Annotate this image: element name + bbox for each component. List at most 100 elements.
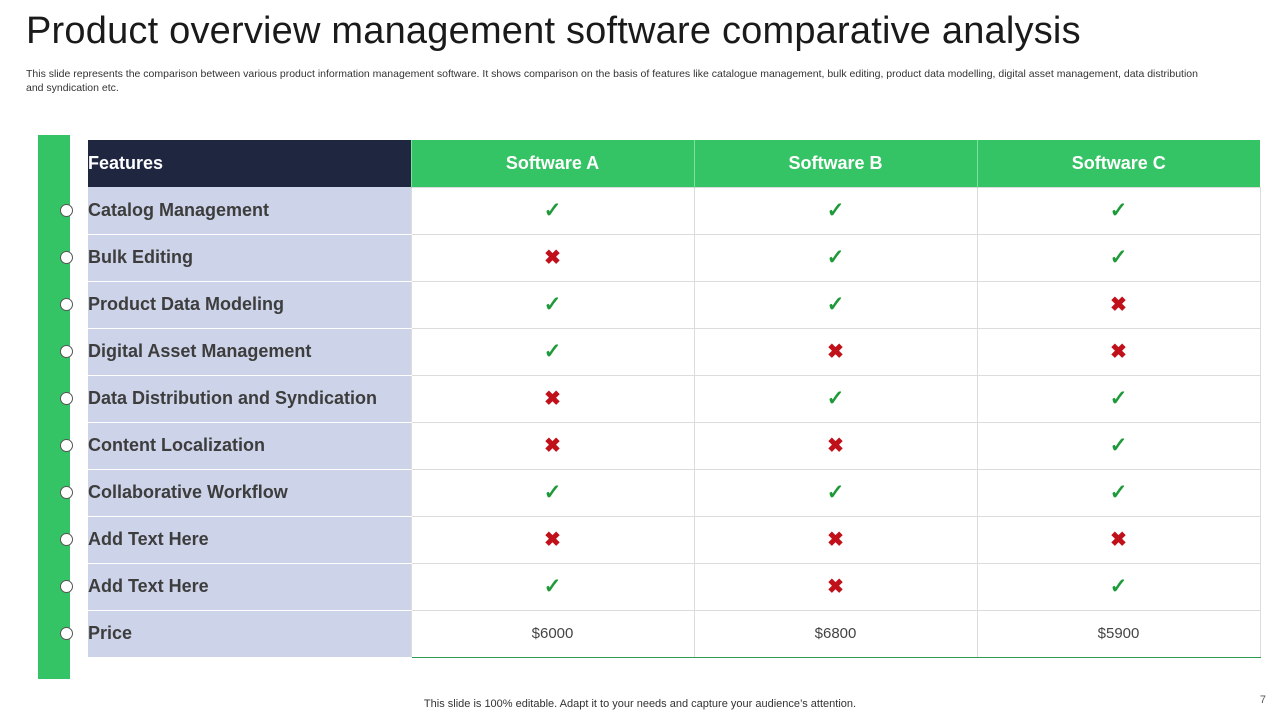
table-row: Add Text Here ✓ ✖ ✓ [88,562,1261,611]
feature-label: Content Localization [88,422,411,470]
row-marker-circle [60,485,73,499]
row-marker-circle [60,203,73,217]
cell-software-c: ✓ [976,562,1261,611]
cell-software-c: ✖ [976,327,1261,376]
cell-software-b: ✓ [693,374,978,423]
cross-icon: ✖ [827,576,844,598]
price-software-c: $5900 [976,609,1261,658]
table-row: Content Localization ✖ ✖ ✓ [88,421,1261,470]
cell-software-b: ✖ [693,562,978,611]
feature-label: Digital Asset Management [88,328,411,376]
table-body: Catalog Management ✓ ✓ ✓ Bulk Editing ✖ ✓ ✓ Prod… [88,186,1261,658]
row-marker-circle [60,391,73,405]
cross-icon: ✖ [827,341,844,363]
cell-software-a: ✓ [410,186,695,235]
cell-software-a: ✓ [410,327,695,376]
price-software-b: $6800 [693,609,978,658]
comparison-table: Features Software A Software B Software … [88,140,1261,658]
cross-icon: ✖ [1110,529,1127,551]
row-marker-circle [60,532,73,546]
cell-software-b: ✓ [693,186,978,235]
header-software-b: Software B [693,140,977,187]
feature-label: Data Distribution and Syndication [88,375,411,423]
check-icon: ✓ [826,246,845,269]
row-marker-circle [60,579,73,593]
cell-software-a: ✖ [410,233,695,282]
row-marker-circle [60,344,73,358]
cell-software-c: ✓ [976,374,1261,423]
price-software-a: $6000 [410,609,695,658]
table-row: Product Data Modeling ✓ ✓ ✖ [88,280,1261,329]
cross-icon: ✖ [827,529,844,551]
check-icon: ✓ [826,293,845,316]
table-row: Price $6000 $6800 $5900 [88,609,1261,658]
header-software-a: Software A [410,140,694,187]
cell-software-c: ✓ [976,421,1261,470]
cell-software-c: ✓ [976,233,1261,282]
check-icon: ✓ [1109,387,1128,410]
cell-software-b: ✖ [693,515,978,564]
cross-icon: ✖ [544,388,561,410]
cell-software-a: ✓ [410,562,695,611]
row-marker-circle [60,626,73,640]
table-row: Catalog Management ✓ ✓ ✓ [88,186,1261,235]
cell-software-a: ✓ [410,280,695,329]
table-row: Add Text Here ✖ ✖ ✖ [88,515,1261,564]
cell-software-a: ✖ [410,515,695,564]
check-icon: ✓ [543,481,562,504]
cell-software-c: ✓ [976,468,1261,517]
cell-software-b: ✓ [693,233,978,282]
cell-software-b: ✓ [693,468,978,517]
cell-software-b: ✖ [693,421,978,470]
footer-text: This slide is 100% editable. Adapt it to… [423,698,857,710]
check-icon: ✓ [543,293,562,316]
cell-software-b: ✖ [693,327,978,376]
slide-title: Product overview management software com… [26,10,1081,52]
check-icon: ✓ [1109,199,1128,222]
accent-bar [38,135,70,679]
check-icon: ✓ [826,387,845,410]
feature-label: Collaborative Workflow [88,469,411,517]
check-icon: ✓ [1109,481,1128,504]
check-icon: ✓ [1109,575,1128,598]
table-header-row: Features Software A Software B Software … [88,140,1260,187]
check-icon: ✓ [543,340,562,363]
cross-icon: ✖ [827,435,844,457]
row-marker-circle [60,250,73,264]
cell-software-c: ✖ [976,280,1261,329]
feature-label: Bulk Editing [88,234,411,282]
header-software-c: Software C [976,140,1260,187]
check-icon: ✓ [1109,246,1128,269]
cell-software-a: ✖ [410,421,695,470]
slide-footer: This slide is 100% editable. Adapt it to… [0,698,1280,710]
feature-label: Catalog Management [88,187,411,235]
cell-software-b: ✓ [693,280,978,329]
check-icon: ✓ [1109,434,1128,457]
table-row: Bulk Editing ✖ ✓ ✓ [88,233,1261,282]
header-features: Features [88,140,411,187]
row-marker-circle [60,438,73,452]
row-marker-circle [60,297,73,311]
cross-icon: ✖ [544,529,561,551]
feature-label: Add Text Here [88,516,411,564]
feature-label: Price [88,610,411,658]
table-row: Collaborative Workflow ✓ ✓ ✓ [88,468,1261,517]
cell-software-c: ✓ [976,186,1261,235]
check-icon: ✓ [543,199,562,222]
page-number: 7 [1259,694,1266,706]
cell-software-a: ✓ [410,468,695,517]
check-icon: ✓ [826,199,845,222]
cell-software-a: ✖ [410,374,695,423]
table-row: Data Distribution and Syndication ✖ ✓ ✓ [88,374,1261,423]
check-icon: ✓ [543,575,562,598]
feature-label: Add Text Here [88,563,411,611]
feature-label: Product Data Modeling [88,281,411,329]
cell-software-c: ✖ [976,515,1261,564]
cross-icon: ✖ [1110,294,1127,316]
slide-subtitle: This slide represents the comparison bet… [26,68,1198,94]
cross-icon: ✖ [544,247,561,269]
check-icon: ✓ [826,481,845,504]
table-row: Digital Asset Management ✓ ✖ ✖ [88,327,1261,376]
cross-icon: ✖ [1110,341,1127,363]
cross-icon: ✖ [544,435,561,457]
